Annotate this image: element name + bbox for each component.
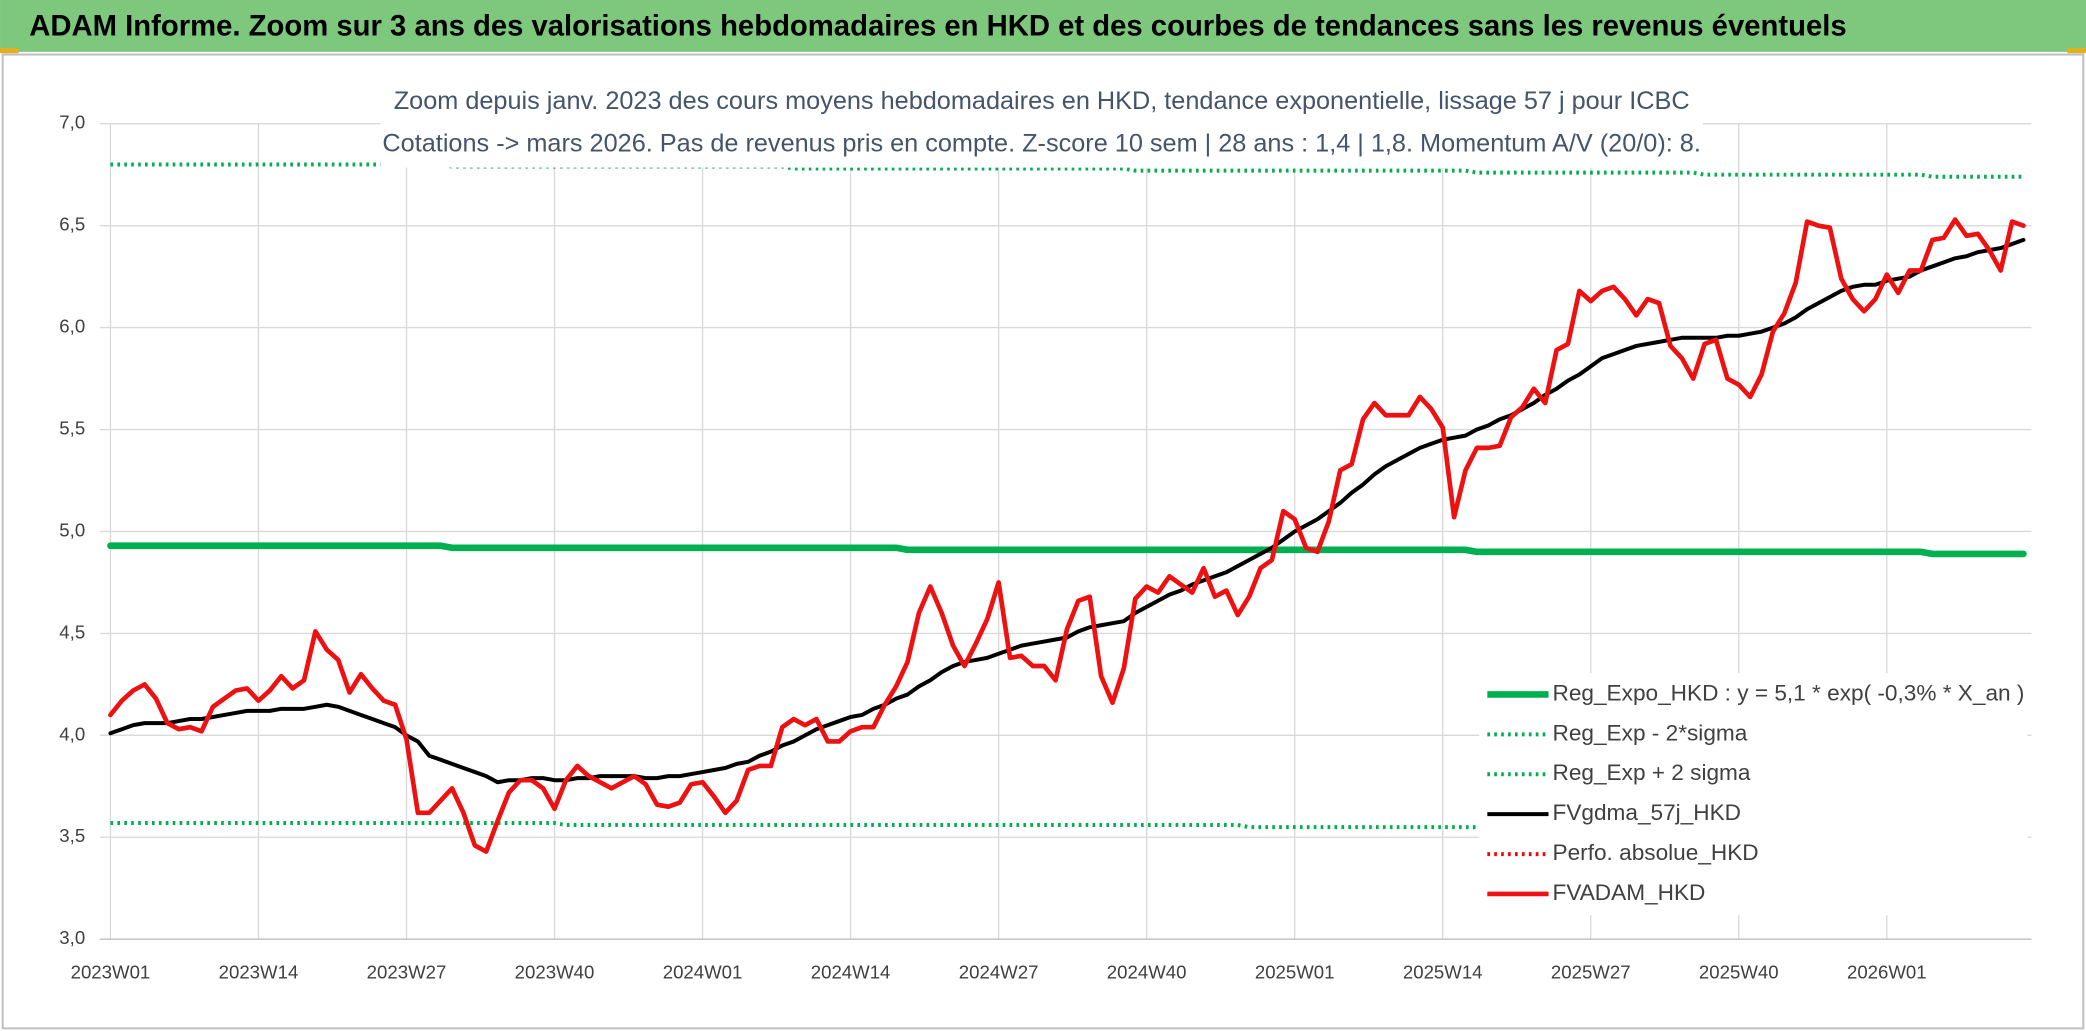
x-tick-label: 2024W27 xyxy=(959,962,1039,983)
y-tick-label: 6,5 xyxy=(59,214,85,235)
y-tick-label: 4,5 xyxy=(59,621,85,642)
x-tick-label: 2023W40 xyxy=(515,962,595,983)
y-tick-label: 5,5 xyxy=(59,417,85,438)
legend-background xyxy=(1479,673,2028,916)
series-line xyxy=(110,821,2024,832)
y-tick-label: 7,0 xyxy=(59,112,85,133)
y-tick-label: 4,0 xyxy=(59,723,85,744)
x-tick-label: 2025W27 xyxy=(1551,962,1631,983)
x-tick-label: 2026W01 xyxy=(1847,962,1927,983)
legend: Reg_Expo_HKD : y = 5,1 * exp( -0,3% * X_… xyxy=(1479,673,2028,916)
y-tick-label: 3,0 xyxy=(59,927,85,948)
banner-accent xyxy=(0,47,19,54)
x-tick-label: 2025W14 xyxy=(1403,962,1483,983)
banner-bar xyxy=(0,0,2086,52)
x-tick-label: 2025W40 xyxy=(1699,962,1779,983)
title-background xyxy=(380,79,1703,168)
legend-label: Reg_Exp - 2*sigma xyxy=(1553,720,1748,745)
x-tick-label: 2024W14 xyxy=(811,962,891,983)
y-tick-label: 5,0 xyxy=(59,519,85,540)
chart-subtitle: Cotations -> mars 2026. Pas de revenus p… xyxy=(382,130,1700,158)
x-tick-label: 2023W14 xyxy=(219,962,299,983)
x-tick-label: 2024W01 xyxy=(663,962,743,983)
chart-title: Zoom depuis janv. 2023 des cours moyens … xyxy=(394,87,1690,115)
y-tick-label: 3,5 xyxy=(59,825,85,846)
y-tick-label: 6,0 xyxy=(59,316,85,337)
banner-title: ADAM Informe. Zoom sur 3 ans des valoris… xyxy=(29,11,1846,43)
x-tick-label: 2023W27 xyxy=(367,962,447,983)
series-line xyxy=(108,217,2026,854)
legend-label: Reg_Exp + 2 sigma xyxy=(1553,760,1751,785)
x-tick-label: 2025W01 xyxy=(1255,962,1335,983)
x-tick-label: 2024W40 xyxy=(1107,962,1187,983)
legend-label: Reg_Expo_HKD : y = 5,1 * exp( -0,3% * X_… xyxy=(1553,680,2025,705)
banner-accent xyxy=(2067,47,2086,54)
x-tick-label: 2023W01 xyxy=(71,962,151,983)
legend-label: FVgdma_57j_HKD xyxy=(1553,800,1742,825)
series-line xyxy=(107,542,2027,558)
legend-label: Perfo. absolue_HKD xyxy=(1553,840,1759,865)
legend-label: FVADAM_HKD xyxy=(1553,880,1706,905)
